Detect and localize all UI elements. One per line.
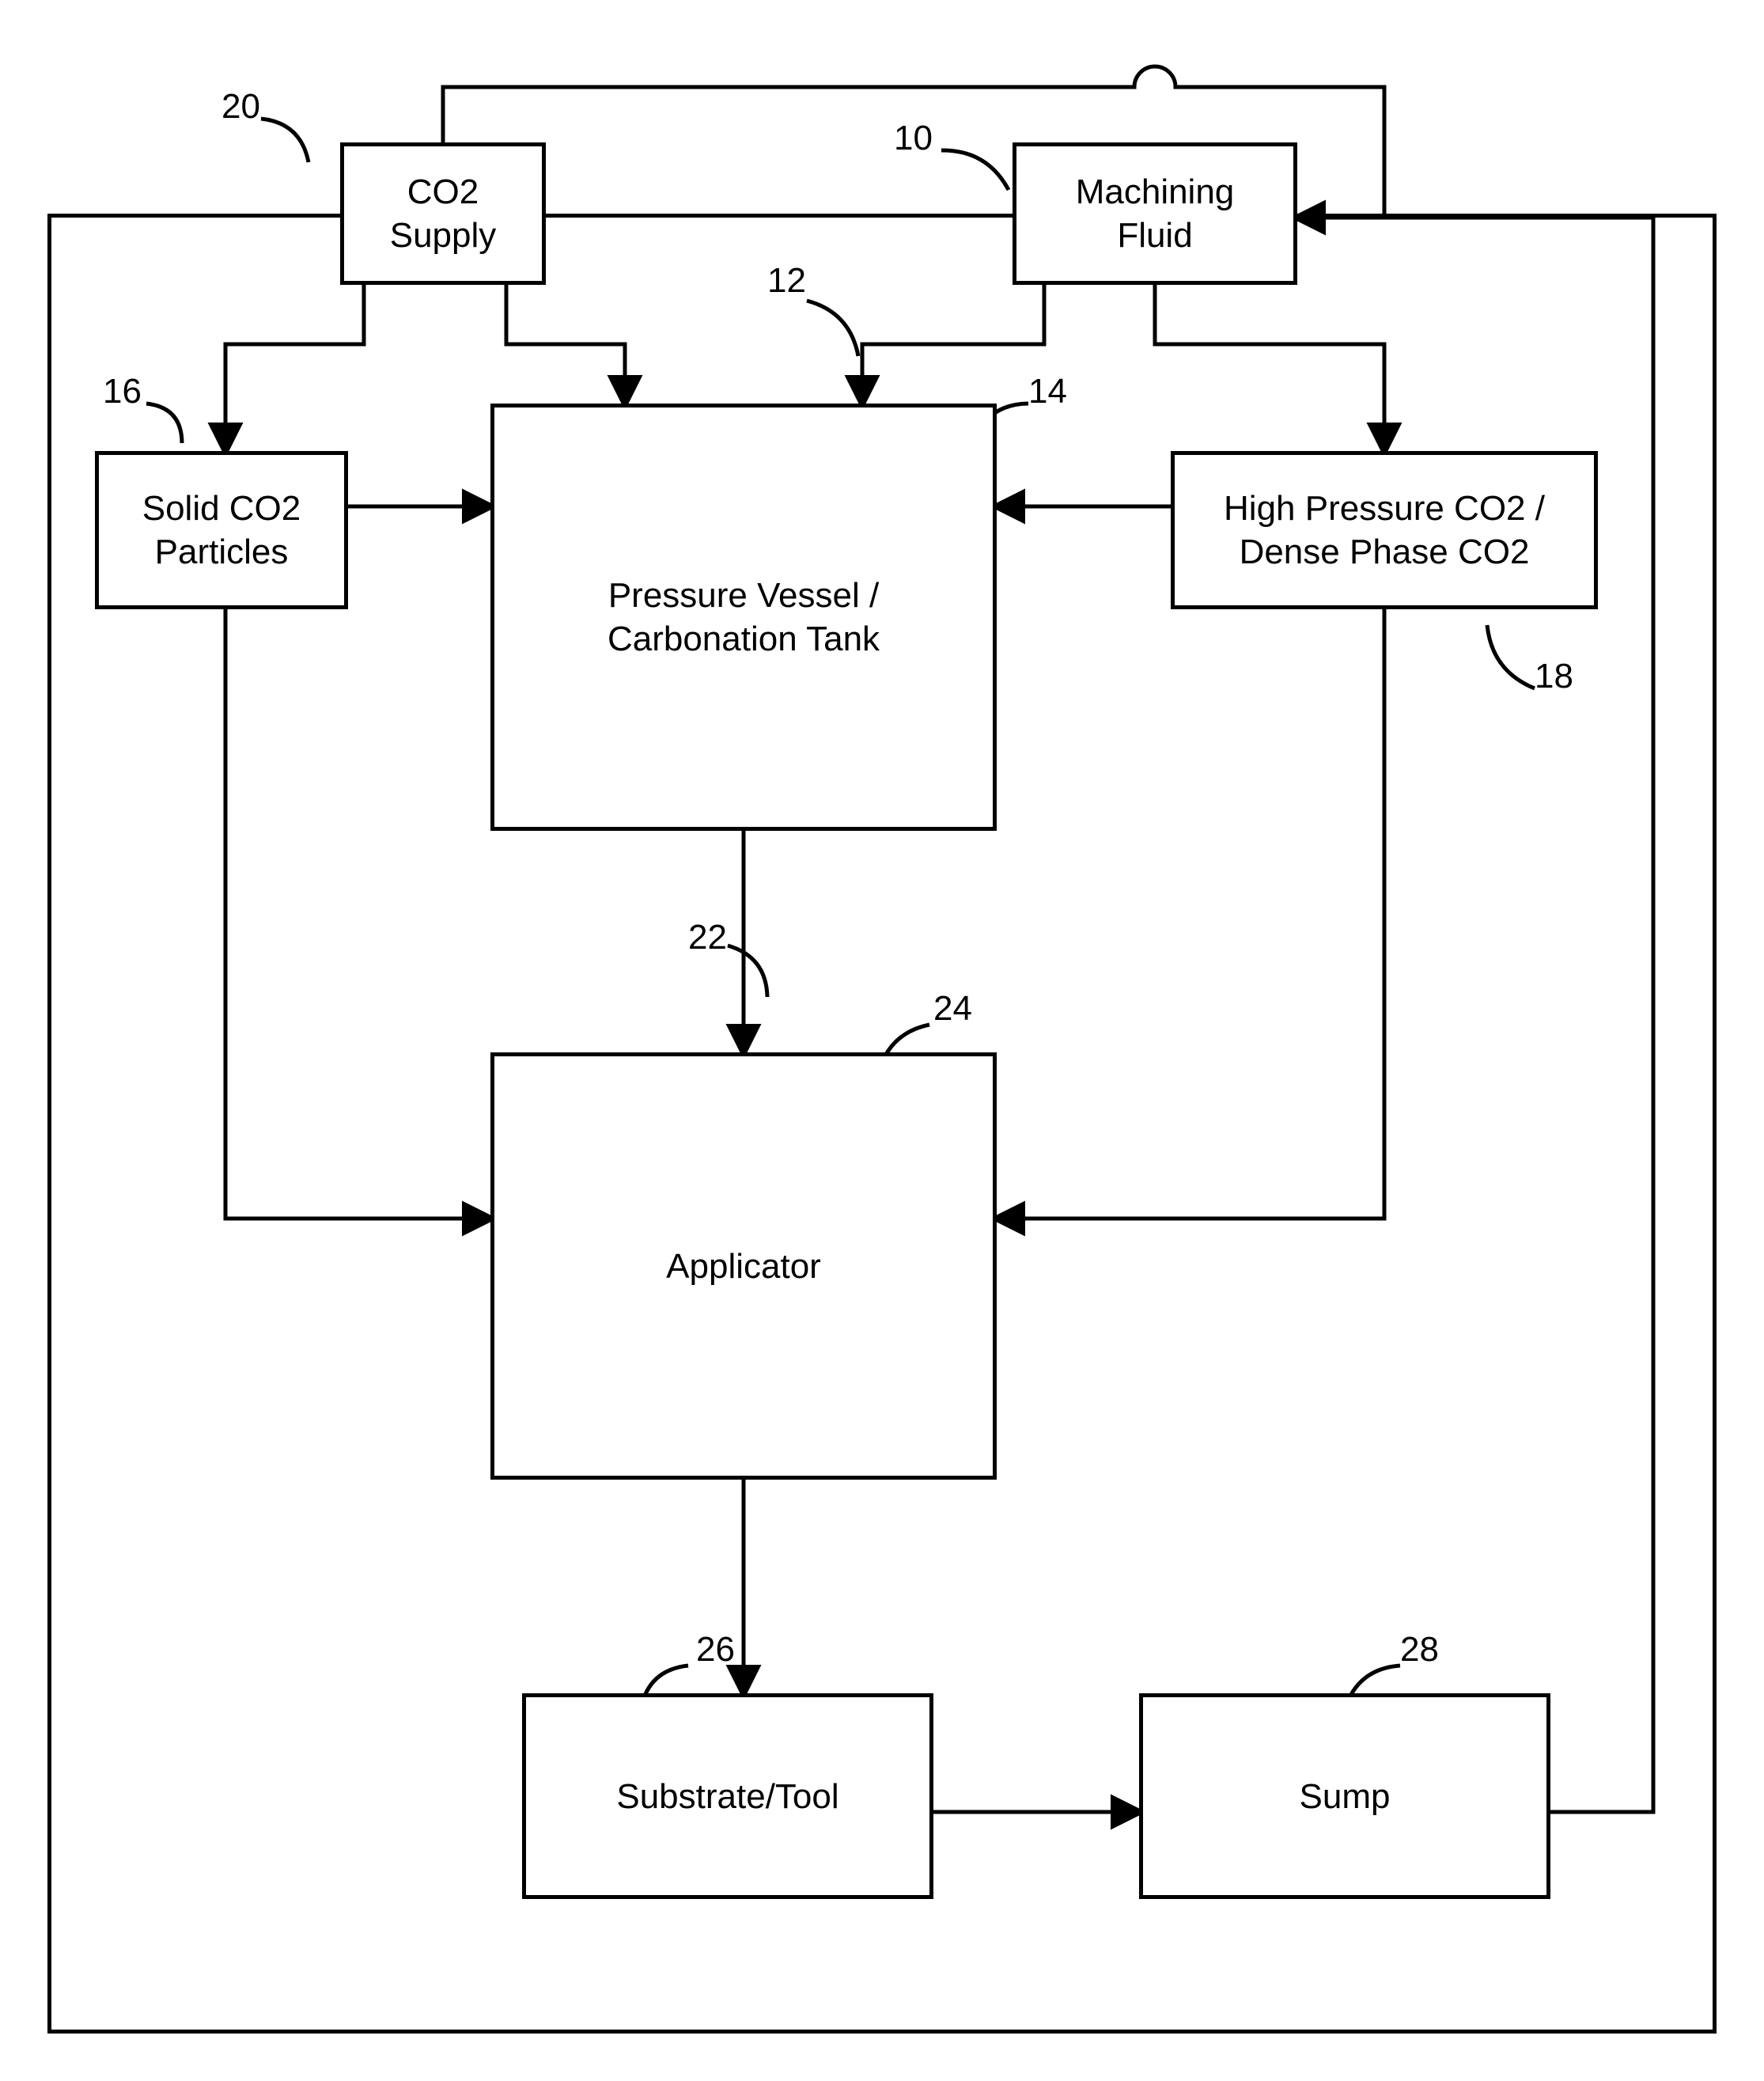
node-solid_co2: Solid CO2Particles <box>95 451 348 609</box>
node-label-co2_supply: CO2Supply <box>390 170 497 257</box>
ref-label-28: 28 <box>1400 1630 1439 1670</box>
ref-label-22: 22 <box>688 918 727 957</box>
node-substrate: Substrate/Tool <box>522 1693 933 1899</box>
node-label-applicator: Applicator <box>666 1245 821 1288</box>
node-label-solid_co2: Solid CO2Particles <box>142 487 301 574</box>
node-applicator: Applicator <box>490 1052 997 1480</box>
node-sump: Sump <box>1139 1693 1550 1899</box>
ref-lead-10 <box>941 150 1009 190</box>
ref-label-26: 26 <box>696 1630 735 1670</box>
ref-lead-20 <box>261 119 309 162</box>
node-label-mach_fluid: MachiningFluid <box>1076 170 1235 257</box>
node-pressure: Pressure Vessel /Carbonation Tank <box>490 404 997 831</box>
node-co2_supply: CO2Supply <box>340 142 546 285</box>
ref-label-18: 18 <box>1535 657 1573 696</box>
diagram-canvas: CO2Supply MachiningFluid Solid CO2Particle… <box>0 0 1764 2081</box>
node-label-sump: Sump <box>1300 1775 1391 1818</box>
ref-label-16: 16 <box>103 372 142 411</box>
node-mach_fluid: MachiningFluid <box>1013 142 1297 285</box>
node-hp_co2: High Pressure CO2 /Dense Phase CO2 <box>1171 451 1598 609</box>
ref-label-24: 24 <box>933 989 972 1029</box>
node-label-substrate: Substrate/Tool <box>616 1775 838 1818</box>
node-label-hp_co2: High Pressure CO2 /Dense Phase CO2 <box>1224 487 1545 574</box>
ref-label-14: 14 <box>1028 372 1067 411</box>
ref-label-10: 10 <box>894 119 933 158</box>
ref-label-20: 20 <box>221 87 260 127</box>
ref-label-12: 12 <box>767 261 806 301</box>
node-label-pressure: Pressure Vessel /Carbonation Tank <box>608 574 880 661</box>
